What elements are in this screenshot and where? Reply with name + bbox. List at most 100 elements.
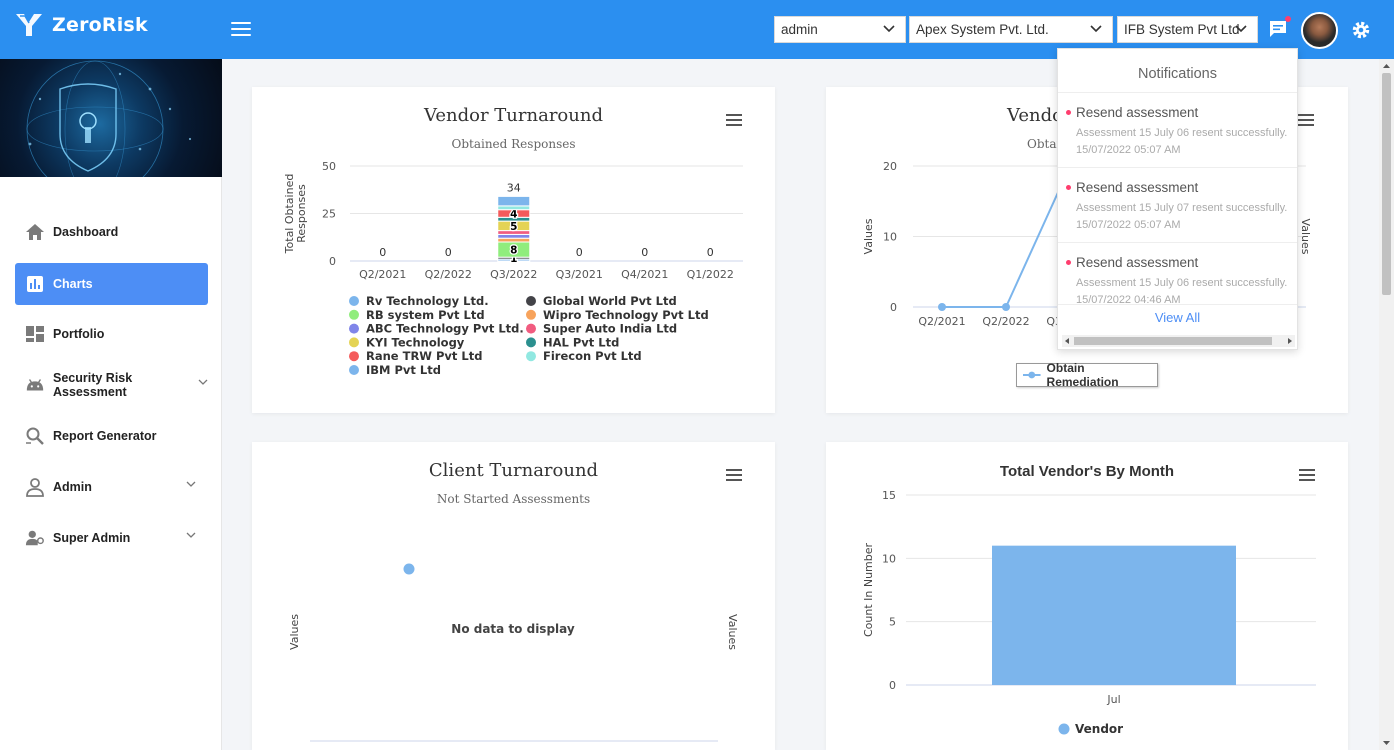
sidebar-item-label: Charts [53, 277, 93, 291]
legend-line-marker [1023, 371, 1041, 379]
home-icon [25, 222, 45, 242]
sidebar-item-super-admin[interactable]: Super Admin [15, 517, 208, 559]
chevron-down-icon [1090, 25, 1102, 33]
vertical-scrollbar[interactable] [1379, 59, 1394, 750]
chart-legend[interactable]: Obtain Remediation [1016, 361, 1158, 389]
chevron-down-icon [198, 379, 208, 385]
sidebar-item-report-generator[interactable]: Report Generator [15, 415, 208, 457]
chart-subtitle: Obtai [1027, 137, 1061, 151]
notification-time: 15/07/2022 05:07 AM [1076, 219, 1181, 231]
legend-marker [349, 351, 359, 362]
bar [992, 545, 1236, 685]
legend-marker [349, 337, 359, 348]
brand[interactable]: ZeroRisk [14, 12, 148, 38]
notification-title: Resend assessment [1076, 255, 1199, 270]
chart-title: Total Vendor's By Month [999, 463, 1175, 480]
unread-dot [1285, 16, 1291, 22]
y-tick-label: 0 [890, 301, 897, 314]
chart-menu-icon[interactable] [1298, 114, 1314, 128]
bar-segment [497, 195, 531, 207]
view-all-link[interactable]: View All [1154, 310, 1201, 325]
scroll-up-icon[interactable] [1383, 63, 1390, 69]
gear-icon[interactable] [1351, 20, 1371, 40]
messages-icon[interactable] [1268, 16, 1291, 43]
x-tick-label: Q2/2021 [359, 268, 406, 281]
data-label: 8 [510, 245, 517, 257]
y-tick-label: 0 [889, 679, 896, 692]
data-label: 5 [510, 221, 517, 233]
scroll-right-icon[interactable] [1287, 338, 1293, 344]
legend-label: Rv Technology Ltd. [366, 294, 489, 308]
notification-detail: Assessment 15 July 06 resent successfull… [1076, 127, 1288, 139]
chevron-down-icon [1235, 25, 1247, 33]
scroll-left-icon[interactable] [1064, 338, 1070, 344]
vendor-turnaround-card: Vendor Turnaround Obtained Responses 0 25… [252, 87, 775, 413]
organization-select-value: Apex System Pvt. Ltd. [916, 22, 1049, 37]
legend-marker [349, 296, 359, 306]
y-tick-label: 10 [882, 552, 896, 565]
legend-label: ABC Technology Pvt Ltd. [366, 322, 524, 336]
scrollbar-thumb[interactable] [1382, 73, 1391, 295]
sidebar-item-label: Report Generator [53, 429, 157, 443]
client-turnaround-chart: Values Values No data to display [288, 563, 739, 742]
legend-marker [349, 323, 359, 334]
notification-detail: Assessment 15 July 06 resent successfull… [1076, 277, 1288, 289]
bar-segment [497, 233, 531, 239]
organization-select[interactable]: Apex System Pvt. Ltd. [909, 16, 1113, 43]
notification-item[interactable]: Resend assessment Assessment 15 July 06 … [1058, 243, 1297, 306]
total-vendors-chart: 0 5 10 15 Count In Number Jul Vendor [862, 489, 1316, 736]
x-tick-label: Q2/2022 [982, 315, 1029, 328]
notifications-dropdown: Notifications Resend assessment Assessme… [1057, 48, 1298, 350]
y-axis-label: Count In Number [862, 542, 875, 637]
chevron-down-icon [883, 25, 895, 33]
chart-subtitle: Not Started Assessments [436, 492, 591, 506]
y-axis-label-right: Values [726, 614, 739, 650]
legend-label: Super Auto India Ltd [543, 322, 677, 336]
chart-menu-icon[interactable] [726, 114, 742, 128]
y-axis-label: Values [288, 614, 301, 650]
chart-menu-icon[interactable] [726, 469, 742, 483]
sidebar-item-security-risk-assessment[interactable]: Security Risk Assessment [15, 364, 208, 406]
legend-marker [526, 351, 536, 362]
y-tick-label: 25 [322, 208, 336, 221]
chevron-down-icon [186, 481, 196, 487]
notification-item[interactable]: Resend assessment Assessment 15 July 07 … [1058, 168, 1297, 243]
total-label: 0 [707, 246, 714, 259]
legend-marker [526, 323, 536, 334]
sidebar-item-charts[interactable]: Charts [15, 263, 208, 305]
user-select[interactable]: admin [774, 16, 906, 43]
y-axis-label: Values [862, 218, 875, 254]
data-label: 1 [510, 253, 517, 265]
horizontal-scrollbar[interactable] [1062, 335, 1295, 347]
notifications-title: Notifications [1058, 49, 1297, 93]
legend-label: Firecon Pvt Ltd [543, 349, 642, 363]
chart-menu-icon[interactable] [1299, 469, 1315, 483]
sidebar-item-label: Portfolio [53, 327, 105, 341]
client-select[interactable]: IFB System Pvt Ltd [1117, 16, 1258, 43]
notification-time: 15/07/2022 05:07 AM [1076, 144, 1181, 156]
legend-label: Obtain Remediation [1046, 361, 1119, 389]
notification-title: Resend assessment [1076, 105, 1199, 120]
menu-toggle-icon[interactable] [231, 22, 251, 38]
legend-label: KYI Technology [366, 335, 465, 349]
dashboard-grid-icon [25, 324, 45, 344]
y-tick-label: 0 [329, 255, 336, 268]
legend-marker [526, 309, 536, 320]
scrollbar-thumb[interactable] [1074, 337, 1272, 345]
legend-label: Vendor [1075, 722, 1123, 736]
security-hero-image [0, 59, 222, 177]
y-tick-label: 15 [882, 489, 896, 502]
sidebar-item-admin[interactable]: Admin [15, 466, 208, 508]
notification-item[interactable]: Resend assessment Assessment 15 July 06 … [1058, 93, 1297, 168]
sidebar-item-portfolio[interactable]: Portfolio [15, 313, 208, 355]
no-data-message: No data to display [451, 622, 575, 636]
y-tick-label: 10 [883, 231, 897, 244]
x-tick-label: Q3/2021 [556, 268, 603, 281]
x-tick-label: Q2/2021 [918, 315, 965, 328]
total-label: 0 [379, 246, 386, 259]
legend-marker [349, 309, 359, 320]
sidebar-item-dashboard[interactable]: Dashboard [15, 211, 208, 253]
scroll-down-icon[interactable] [1383, 740, 1390, 746]
avatar[interactable] [1301, 12, 1338, 49]
